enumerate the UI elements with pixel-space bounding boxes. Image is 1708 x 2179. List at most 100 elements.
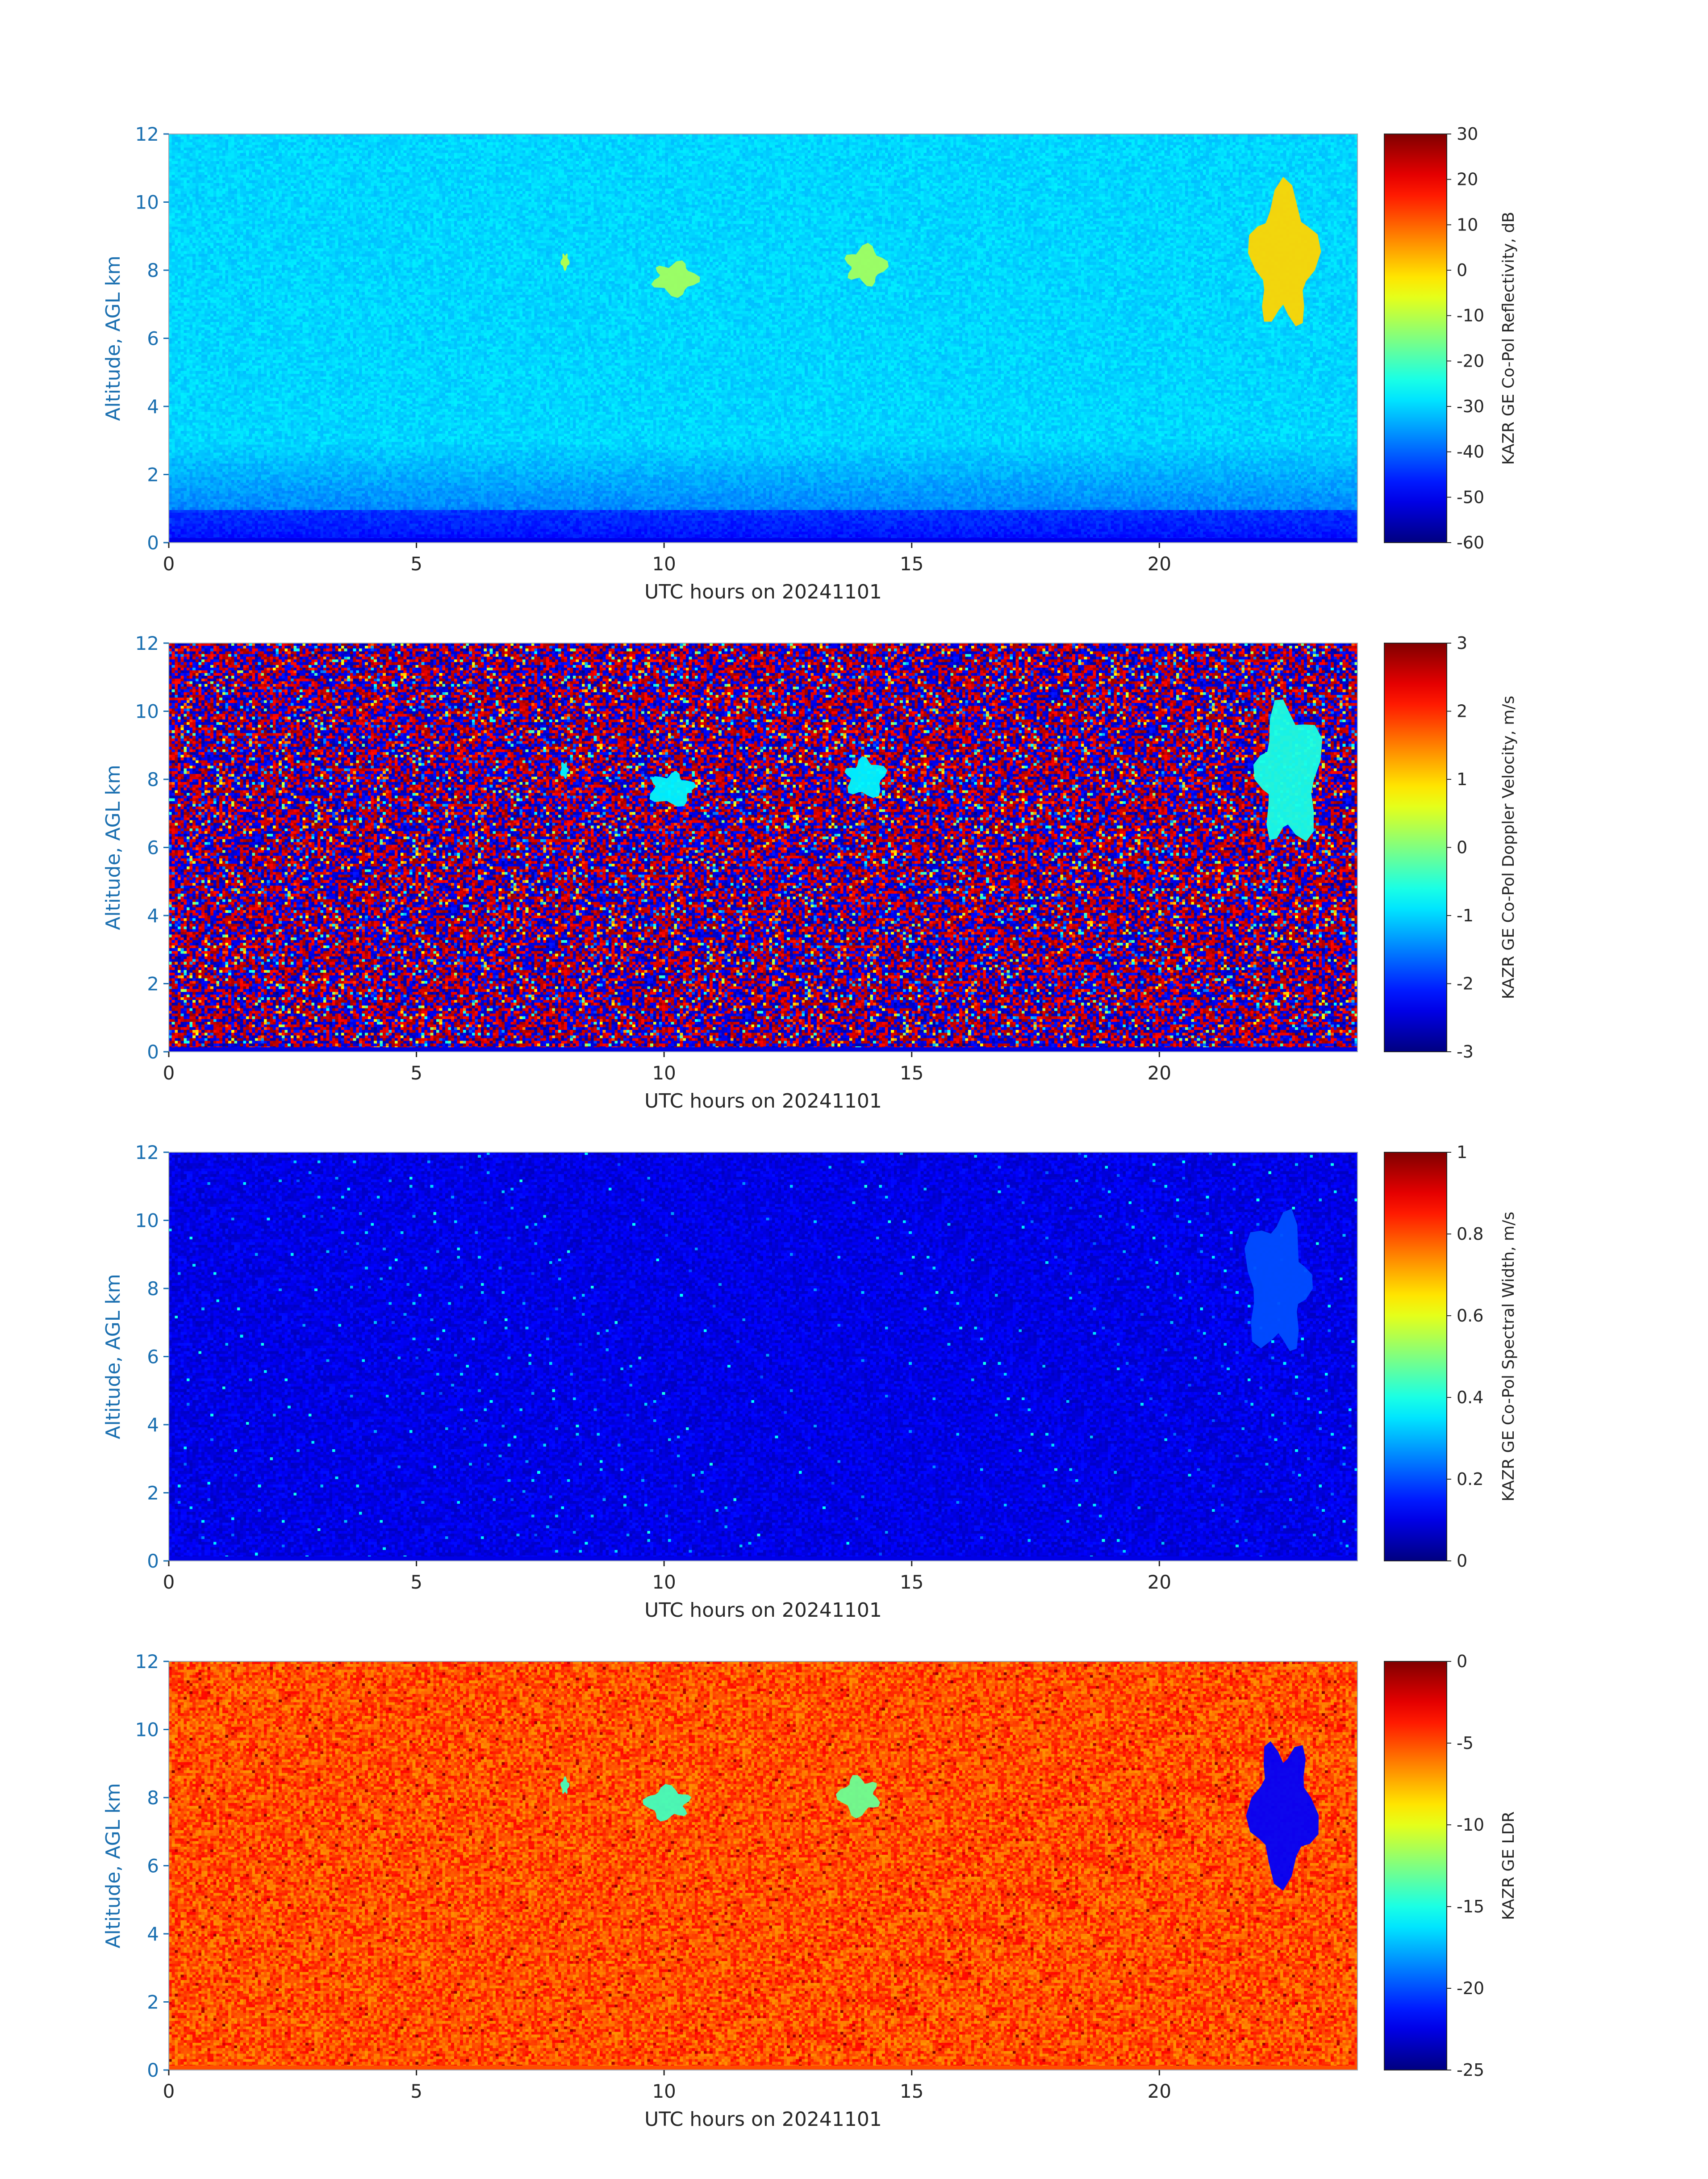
colorbar-tick-label: 10 xyxy=(1457,215,1478,234)
colorbar-tick-label: 0.4 xyxy=(1457,1388,1483,1407)
x-tick-label: 15 xyxy=(900,1062,923,1084)
cloud-feature-2 xyxy=(835,1775,880,1819)
y-tick-label: 2 xyxy=(147,1991,159,2013)
x-tick-label: 15 xyxy=(900,1571,923,1593)
y-axis-label: Altitude, AGL km xyxy=(102,1783,125,1948)
ground-clutter-strip xyxy=(169,1047,1357,1052)
y-axis-label: Altitude, AGL km xyxy=(102,255,125,421)
cloud-feature-3 xyxy=(1246,1741,1319,1891)
ground-clutter-strip xyxy=(169,538,1357,543)
cloud-feature-3 xyxy=(1253,699,1323,842)
cloud-feature-1 xyxy=(651,260,700,298)
y-tick-label: 2 xyxy=(147,464,159,486)
x-tick-label: 10 xyxy=(652,1571,676,1593)
cloud-feature-0 xyxy=(1244,1209,1313,1351)
ground-clutter-strip xyxy=(169,1556,1357,1561)
cloud-feature-1 xyxy=(649,771,697,807)
colorbar-tick-label: -40 xyxy=(1457,442,1484,462)
colorbar-tick-label: 0.6 xyxy=(1457,1306,1483,1326)
x-tick-label: 10 xyxy=(652,2080,676,2102)
y-tick-label: 8 xyxy=(147,1278,159,1300)
y-tick-label: 12 xyxy=(135,123,159,145)
x-tick-label: 5 xyxy=(410,1062,422,1084)
cloud-feature-1 xyxy=(643,1784,692,1822)
y-tick-label: 10 xyxy=(135,1719,159,1741)
colorbar-label: KAZR GE LDR xyxy=(1499,1811,1518,1920)
colorbar xyxy=(1384,1152,1447,1561)
x-tick-label: 0 xyxy=(163,1571,175,1593)
colorbar-tick-label: 2 xyxy=(1457,702,1467,721)
x-tick-label: 0 xyxy=(163,1062,175,1084)
y-axis-label: Altitude, AGL km xyxy=(102,765,125,930)
colorbar-tick-label: -5 xyxy=(1457,1733,1474,1753)
x-tick-label: 10 xyxy=(652,1062,676,1084)
colorbar-tick-label: -25 xyxy=(1457,2060,1484,2080)
y-tick-label: 12 xyxy=(135,1142,159,1163)
x-tick-label: 15 xyxy=(900,2080,923,2102)
heatmap-background xyxy=(169,643,1357,1052)
colorbar-tick-label: -10 xyxy=(1457,1815,1484,1835)
colorbar-tick-label: 1 xyxy=(1457,770,1467,789)
y-tick-label: 10 xyxy=(135,701,159,723)
x-axis-label: UTC hours on 20241101 xyxy=(644,581,882,603)
colorbar-tick-label: -50 xyxy=(1457,487,1484,507)
x-tick-label: 20 xyxy=(1148,1062,1171,1084)
y-tick-label: 8 xyxy=(147,259,159,281)
ground-clutter-strip xyxy=(169,2066,1357,2070)
x-axis-label: UTC hours on 20241101 xyxy=(644,1090,882,1113)
cloud-feature-0 xyxy=(560,253,570,272)
colorbar-tick-label: 1 xyxy=(1457,1142,1467,1162)
colorbar-label: KAZR GE Co-Pol Reflectivity, dB xyxy=(1499,212,1518,465)
x-tick-label: 15 xyxy=(900,553,923,575)
colorbar-tick-label: -10 xyxy=(1457,306,1484,326)
colorbar-tick-label: 0 xyxy=(1457,1652,1467,1671)
colorbar xyxy=(1384,134,1447,543)
y-axis-label: Altitude, AGL km xyxy=(102,1274,125,1439)
panel-ldr: 0 2 4 6 8 10 12 0 5 10 15 20 UTC hours on 20241101 Al… xyxy=(102,1651,1518,2131)
y-tick-label: 6 xyxy=(147,328,159,350)
colorbar-tick-label: -15 xyxy=(1457,1897,1484,1916)
y-tick-label: 0 xyxy=(147,2059,159,2081)
colorbar-tick-label: -20 xyxy=(1457,1978,1484,1998)
cloud-feature-0 xyxy=(560,762,569,779)
cloud-feature-2 xyxy=(844,243,889,287)
y-tick-label: 2 xyxy=(147,973,159,995)
colorbar-tick-label: -1 xyxy=(1457,906,1474,925)
y-tick-label: 4 xyxy=(147,905,159,927)
y-tick-label: 2 xyxy=(147,1482,159,1504)
colorbar xyxy=(1384,643,1447,1052)
colorbar-tick-label: 0 xyxy=(1457,838,1467,857)
x-tick-label: 0 xyxy=(163,553,175,575)
heatmap-background xyxy=(169,1152,1357,1561)
cloud-feature-0 xyxy=(560,1776,570,1794)
y-tick-label: 6 xyxy=(147,1855,159,1877)
y-tick-label: 10 xyxy=(135,1210,159,1232)
x-tick-label: 20 xyxy=(1148,553,1171,575)
colorbar-tick-label: -2 xyxy=(1457,974,1474,994)
colorbar-tick-label: 0.8 xyxy=(1457,1224,1483,1244)
colorbar-tick-label: 20 xyxy=(1457,170,1478,189)
colorbar-tick-label: -3 xyxy=(1457,1042,1474,1062)
colorbar-label: KAZR GE Co-Pol Spectral Width, m/s xyxy=(1499,1212,1518,1501)
y-tick-label: 10 xyxy=(135,192,159,213)
colorbar-tick-label: 30 xyxy=(1457,124,1478,144)
y-tick-label: 0 xyxy=(147,1041,159,1063)
y-tick-label: 0 xyxy=(147,532,159,554)
y-tick-label: 12 xyxy=(135,632,159,654)
colorbar-label: KAZR GE Co-Pol Doppler Velocity, m/s xyxy=(1499,696,1518,999)
y-tick-label: 4 xyxy=(147,396,159,418)
y-tick-label: 6 xyxy=(147,837,159,859)
y-tick-label: 12 xyxy=(135,1651,159,1673)
x-tick-label: 5 xyxy=(410,553,422,575)
x-tick-label: 20 xyxy=(1148,1571,1171,1593)
x-axis-label: UTC hours on 20241101 xyxy=(644,2108,882,2131)
y-tick-label: 6 xyxy=(147,1346,159,1368)
colorbar-tick-label: -20 xyxy=(1457,351,1484,371)
y-tick-label: 0 xyxy=(147,1550,159,1572)
heatmap-background xyxy=(169,1661,1357,2070)
colorbar-tick-label: 0 xyxy=(1457,260,1467,280)
